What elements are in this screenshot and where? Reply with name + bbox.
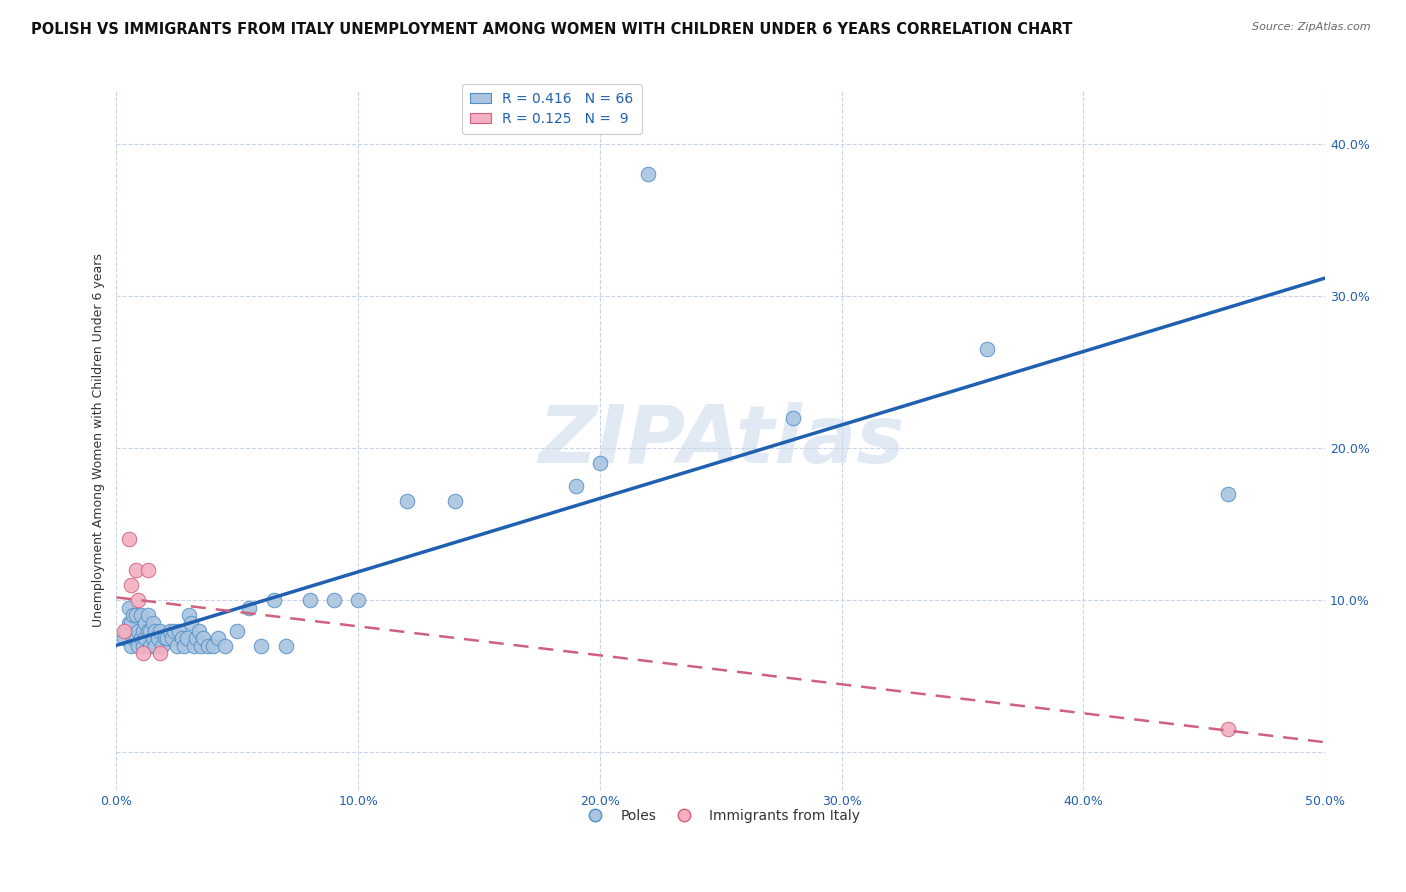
Point: [190, 639, 212, 653]
Point: [146, 631, 169, 645]
Point: [125, 608, 148, 623]
Point: [120, 615, 142, 630]
Point: [127, 624, 149, 638]
Point: [298, 593, 321, 607]
Point: [395, 494, 418, 508]
Point: [142, 615, 165, 630]
Point: [153, 631, 176, 645]
Point: [207, 631, 229, 645]
Point: [150, 639, 173, 653]
Text: Source: ZipAtlas.com: Source: ZipAtlas.com: [1253, 22, 1371, 32]
Point: [117, 533, 139, 547]
Point: [122, 608, 145, 623]
Point: [202, 639, 225, 653]
Point: [132, 624, 155, 638]
Legend: Poles, Immigrants from Italy: Poles, Immigrants from Italy: [576, 804, 866, 829]
Point: [132, 639, 155, 653]
Point: [170, 631, 193, 645]
Text: ZIPAtlas: ZIPAtlas: [537, 401, 904, 480]
Point: [163, 624, 186, 638]
Point: [444, 494, 467, 508]
Point: [112, 624, 135, 638]
Point: [125, 631, 148, 645]
Point: [193, 631, 215, 645]
Point: [127, 639, 149, 653]
Point: [143, 624, 166, 638]
Point: [156, 631, 179, 645]
Point: [565, 479, 588, 493]
Point: [134, 615, 156, 630]
Point: [117, 600, 139, 615]
Point: [347, 593, 370, 607]
Point: [589, 456, 612, 470]
Text: POLISH VS IMMIGRANTS FROM ITALY UNEMPLOYMENT AMONG WOMEN WITH CHILDREN UNDER 6 Y: POLISH VS IMMIGRANTS FROM ITALY UNEMPLOY…: [31, 22, 1073, 37]
Point: [637, 168, 659, 182]
Point: [139, 639, 162, 653]
Point: [160, 631, 183, 645]
Point: [142, 631, 165, 645]
Point: [143, 639, 166, 653]
Point: [136, 624, 159, 638]
Point: [187, 624, 209, 638]
Point: [238, 600, 260, 615]
Point: [1218, 723, 1240, 737]
Point: [782, 410, 804, 425]
Point: [112, 631, 135, 645]
Point: [115, 624, 138, 638]
Point: [129, 608, 152, 623]
Point: [186, 631, 208, 645]
Point: [323, 593, 346, 607]
Point: [136, 608, 159, 623]
Point: [159, 624, 181, 638]
Point: [274, 639, 297, 653]
Point: [139, 624, 162, 638]
Point: [169, 624, 191, 638]
Point: [226, 624, 249, 638]
Point: [136, 563, 159, 577]
Point: [173, 639, 195, 653]
Y-axis label: Unemployment Among Women with Children Under 6 years: Unemployment Among Women with Children U…: [93, 253, 105, 627]
Point: [1218, 487, 1240, 501]
Point: [127, 593, 149, 607]
Point: [120, 578, 142, 592]
Point: [149, 624, 172, 638]
Point: [183, 639, 205, 653]
Point: [263, 593, 285, 607]
Point: [250, 639, 273, 653]
Point: [132, 647, 155, 661]
Point: [134, 631, 156, 645]
Point: [125, 563, 148, 577]
Point: [120, 639, 142, 653]
Point: [122, 631, 145, 645]
Point: [180, 615, 202, 630]
Point: [176, 631, 198, 645]
Point: [197, 639, 219, 653]
Point: [976, 343, 998, 357]
Point: [166, 639, 188, 653]
Point: [214, 639, 236, 653]
Point: [149, 647, 172, 661]
Point: [177, 608, 200, 623]
Point: [117, 615, 139, 630]
Point: [129, 631, 152, 645]
